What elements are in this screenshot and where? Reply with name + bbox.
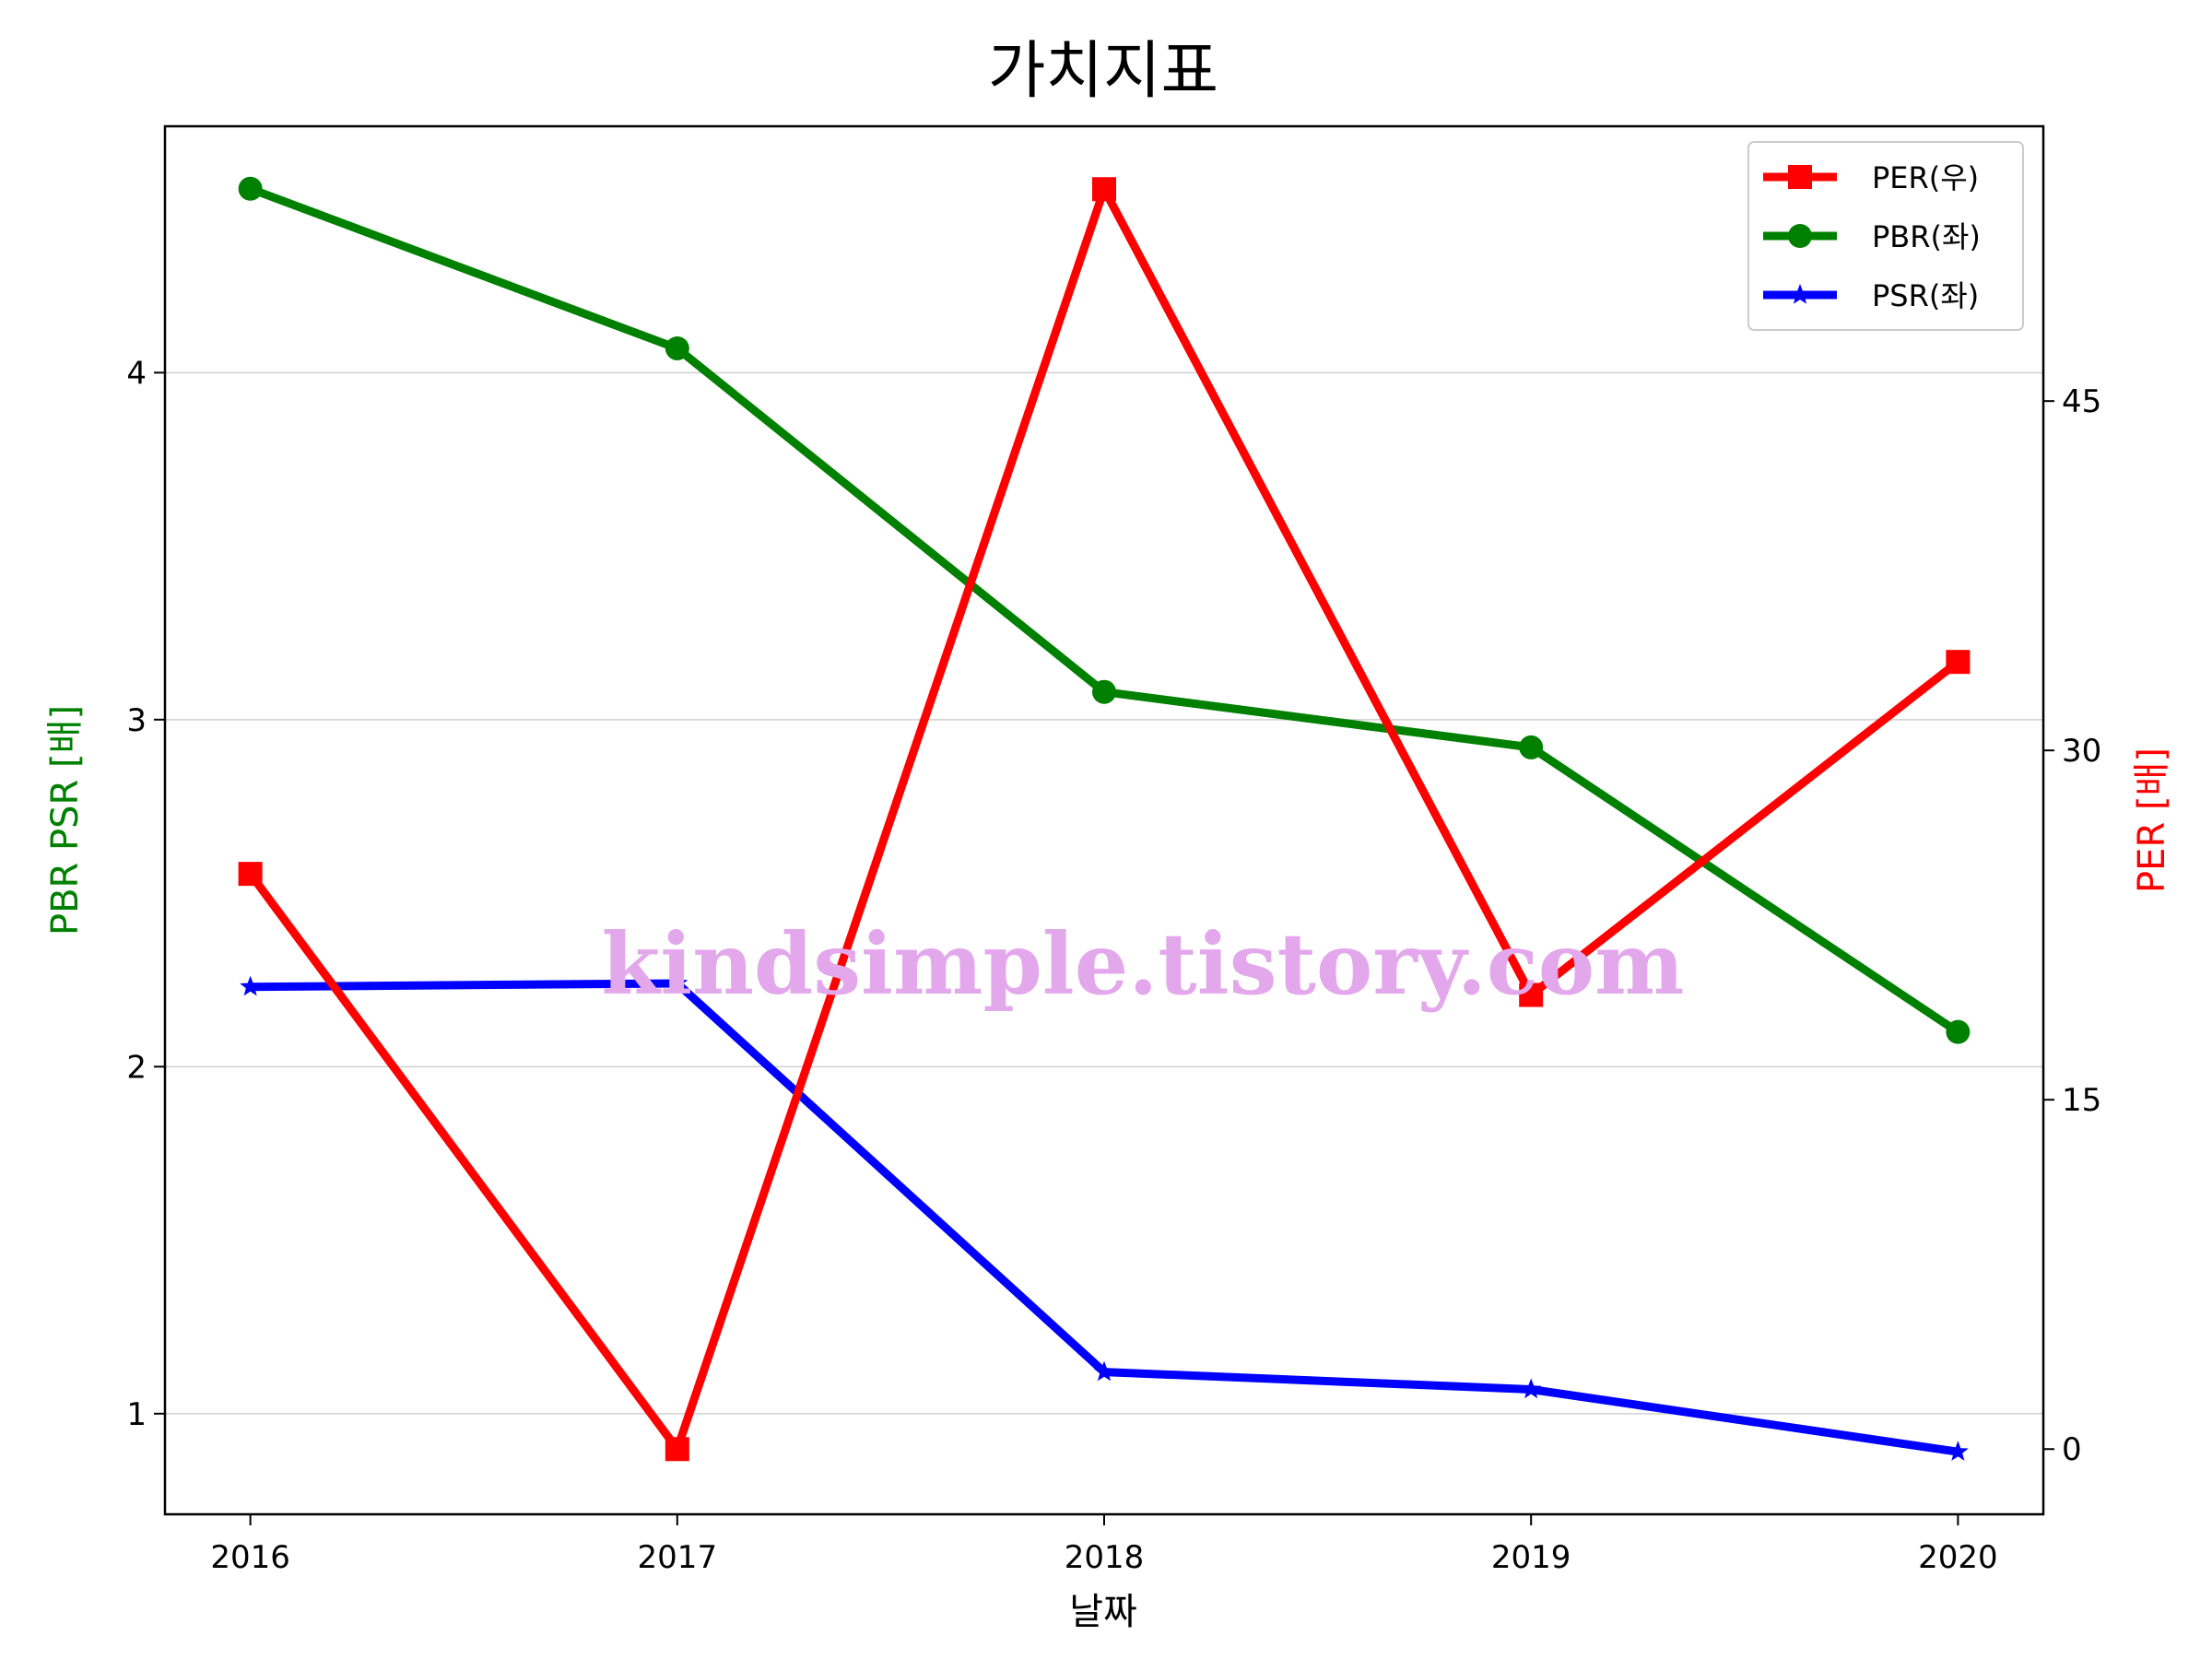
x-tick-label: 2018 xyxy=(1065,1539,1145,1576)
right-tick-label: 15 xyxy=(2062,1082,2101,1119)
x-tick-label: 2020 xyxy=(1918,1539,1998,1576)
left-tick-label: 1 xyxy=(126,1396,147,1433)
chart-title: 가치지표 xyxy=(988,35,1218,108)
x-axis-label: 날짜 xyxy=(1069,1591,1137,1633)
legend-marker-per xyxy=(1788,165,1812,189)
series-pbr xyxy=(238,176,1971,1044)
legend: PER(우) PBR(좌) PSR(좌) xyxy=(1747,141,2024,331)
right-tick-label: 0 xyxy=(2062,1431,2082,1468)
right-axis-ticks: 0 15 30 45 xyxy=(2043,383,2101,1468)
data-point-per xyxy=(1092,177,1116,202)
data-point-psr xyxy=(1947,1441,1969,1461)
series-line-per xyxy=(246,184,1962,1453)
data-point-per xyxy=(665,1437,689,1462)
data-point-psr xyxy=(240,975,261,996)
data-point-per xyxy=(1519,982,1544,1007)
right-tick-label: 45 xyxy=(2062,383,2101,420)
data-point-per xyxy=(1946,650,1971,675)
data-point-pbr xyxy=(238,176,263,201)
legend-label-pbr: PBR(좌) xyxy=(1872,219,1981,254)
series-per xyxy=(238,177,1971,1462)
data-point-pbr xyxy=(1946,1019,1971,1044)
data-point-psr xyxy=(1093,1360,1115,1382)
data-point-psr xyxy=(1520,1378,1542,1399)
legend-marker-psr xyxy=(1789,284,1811,304)
x-axis-ticks: 2016 2017 2018 2019 2020 xyxy=(210,1514,1998,1576)
gridlines xyxy=(165,371,2043,1415)
right-tick-label: 30 xyxy=(2062,733,2101,770)
series-layer xyxy=(238,176,1971,1462)
data-point-pbr xyxy=(1519,735,1544,759)
x-tick-label: 2017 xyxy=(638,1539,718,1576)
data-point-per xyxy=(238,862,263,887)
legend-label-psr: PSR(좌) xyxy=(1872,278,1979,313)
watermark-text: kindsimple.tistory.com xyxy=(601,914,1684,1014)
x-tick-label: 2016 xyxy=(210,1539,290,1576)
data-point-pbr xyxy=(665,335,689,360)
series-line-pbr xyxy=(246,184,1962,1037)
left-tick-label: 4 xyxy=(126,355,147,392)
left-tick-label: 2 xyxy=(126,1049,147,1086)
x-tick-label: 2019 xyxy=(1491,1539,1571,1576)
right-axis-label: PER [배] xyxy=(2131,747,2173,893)
left-tick-label: 3 xyxy=(126,702,147,739)
legend-box xyxy=(1747,141,2024,331)
legend-label-per: PER(우) xyxy=(1872,160,1979,195)
left-axis-label: PBR PSR [배] xyxy=(44,705,87,935)
data-point-psr xyxy=(666,972,688,993)
series-psr xyxy=(240,972,1969,1461)
left-axis-ticks: 1 2 3 4 xyxy=(126,355,165,1433)
legend-marker-pbr xyxy=(1788,224,1812,248)
data-point-pbr xyxy=(1092,679,1116,704)
